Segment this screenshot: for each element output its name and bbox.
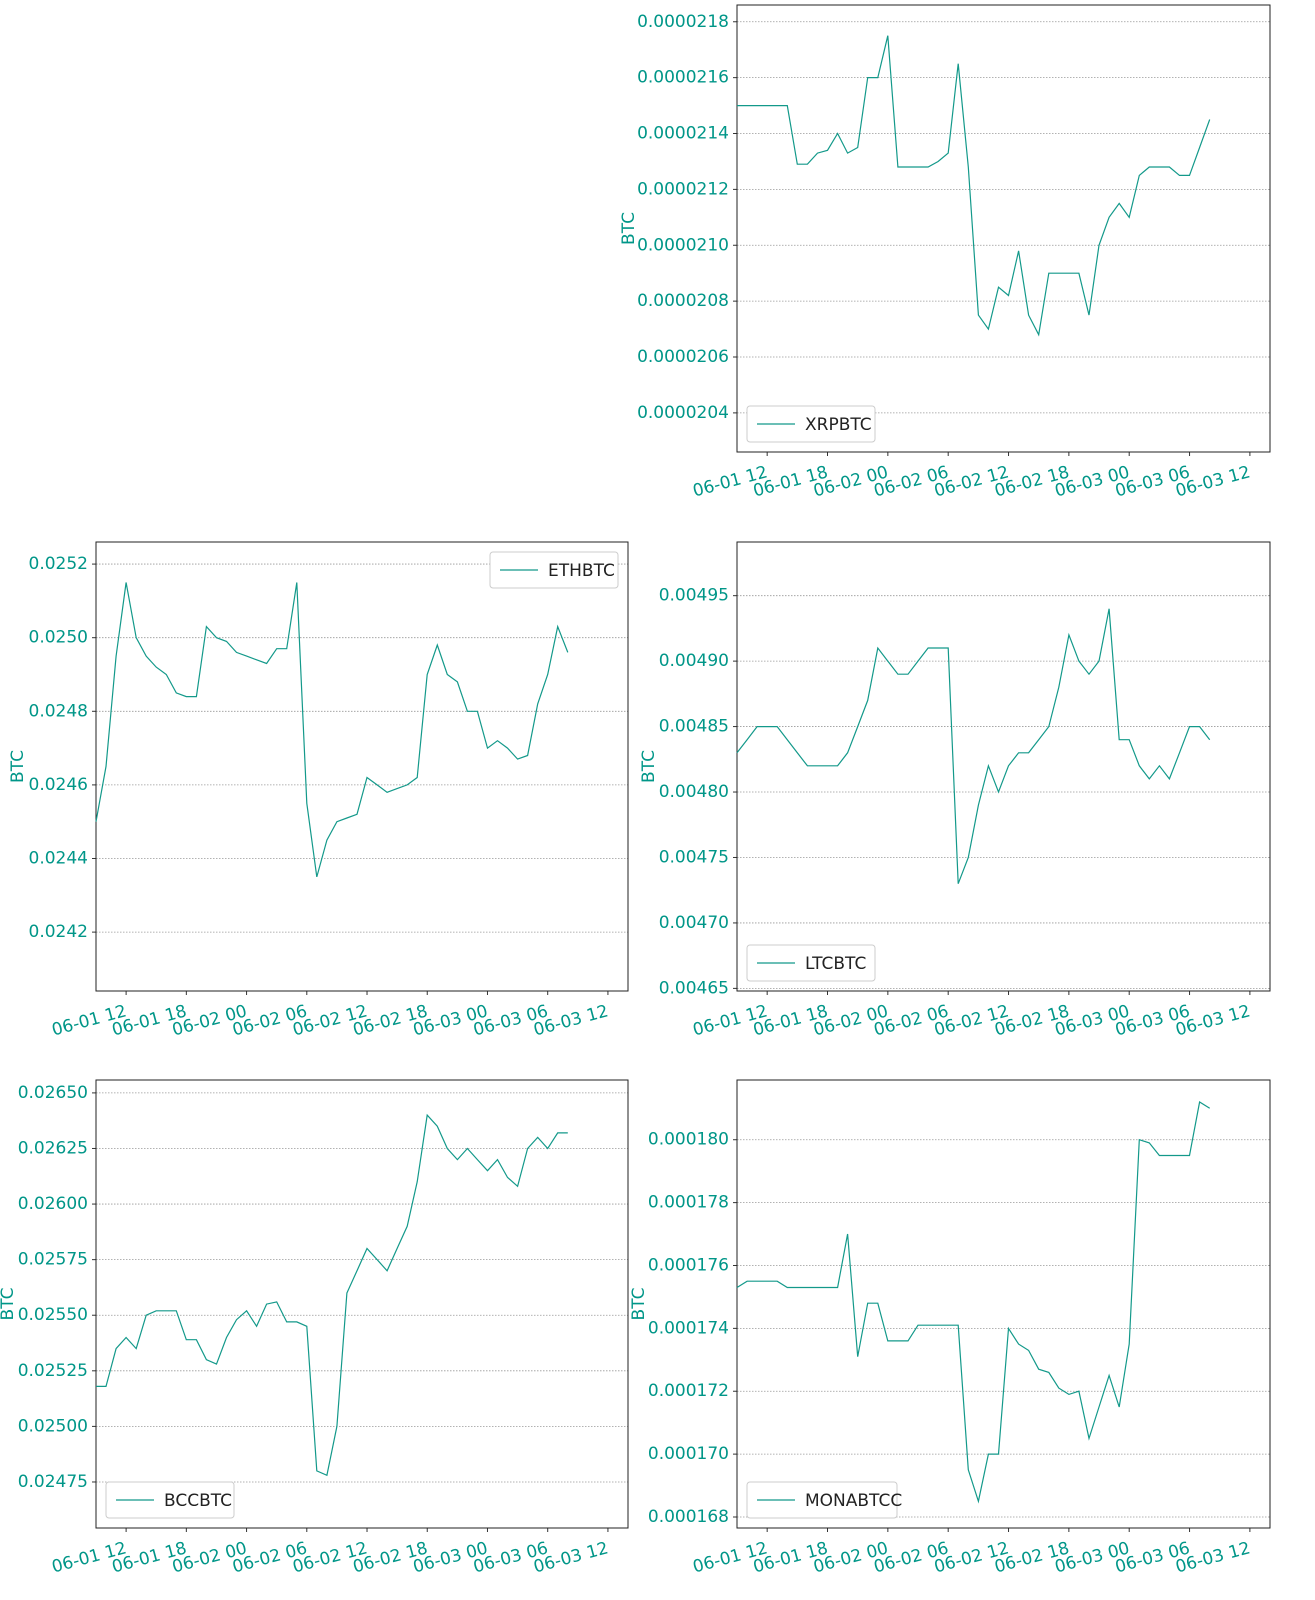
y-tick-label: 0.000176	[648, 1255, 729, 1275]
y-tick-label: 0.0000204	[637, 403, 729, 423]
y-tick-label: 0.00485	[659, 717, 729, 737]
subplot: 0.000168 0.000170 0.000172 0.000174 0.000176…	[629, 1079, 1271, 1577]
price-line	[736, 608, 1211, 884]
y-tick-label: 0.0244	[29, 849, 88, 869]
legend-text: BCCBTC	[164, 1491, 232, 1511]
y-tick-label: 0.00475	[659, 847, 729, 867]
y-tick-label: 0.000170	[648, 1444, 729, 1464]
legend-box	[746, 1481, 898, 1519]
y-axis-label: BTC	[8, 750, 28, 783]
legend-box	[746, 405, 876, 443]
y-tick-label: 0.02525	[18, 1361, 88, 1381]
legend-text: ETHBTC	[548, 561, 615, 581]
price-line	[736, 1101, 1211, 1504]
y-axis-label: BTC	[0, 1288, 18, 1321]
plot-frame	[736, 1079, 1271, 1529]
y-tick-label: 0.02475	[18, 1472, 88, 1492]
y-tick-label: 0.02550	[18, 1305, 88, 1325]
legend-box	[489, 551, 619, 589]
plot-frame	[736, 4, 1271, 453]
y-tick-label: 0.000172	[648, 1381, 729, 1401]
y-tick-label: 0.00490	[659, 651, 729, 671]
y-tick-label: 0.02625	[18, 1138, 88, 1158]
y-tick-label: 0.00470	[659, 913, 729, 933]
y-tick-label: 0.0252	[29, 554, 88, 574]
y-tick-label: 0.02500	[18, 1416, 88, 1436]
y-axis-label: BTC	[619, 212, 639, 245]
y-tick-label: 0.000174	[648, 1318, 729, 1338]
price-line	[95, 582, 569, 878]
y-tick-label: 0.00495	[659, 586, 729, 606]
plot-frame	[736, 541, 1271, 992]
plot-frame	[95, 1079, 629, 1529]
y-tick-label: 0.0000216	[637, 68, 729, 88]
y-tick-label: 0.0242	[29, 922, 88, 942]
y-tick-label: 0.0246	[29, 775, 88, 795]
y-tick-label: 0.02575	[18, 1250, 88, 1270]
legend-text: XRPBTC	[805, 415, 872, 435]
legend-box	[746, 944, 876, 982]
y-tick-label: 0.000178	[648, 1193, 729, 1213]
legend-text: LTCBTC	[805, 954, 866, 974]
y-tick-label: 0.00480	[659, 782, 729, 802]
y-tick-label: 0.0000208	[637, 291, 729, 311]
y-tick-label: 0.000168	[648, 1507, 729, 1527]
y-tick-label: 0.02600	[18, 1194, 88, 1214]
y-tick-label: 0.0000206	[637, 347, 729, 367]
y-tick-label: 0.0000214	[637, 124, 729, 144]
y-tick-label: 0.02650	[18, 1083, 88, 1103]
subplot: 0.02475 0.02500 0.02525 0.02550 0.02575 0.026…	[0, 1079, 629, 1577]
y-axis-label: BTC	[639, 750, 659, 783]
subplot: 0.0000204 0.0000206 0.0000208 0.0000210 0.00…	[619, 4, 1271, 501]
price-line	[96, 1113, 568, 1477]
y-tick-label: 0.0248	[29, 701, 88, 721]
y-tick-label: 0.00465	[659, 978, 729, 998]
y-tick-label: 0.0000218	[637, 12, 729, 32]
legend-text: MONABTCC	[805, 1491, 902, 1511]
y-axis-label: BTC	[629, 1288, 649, 1321]
plot-frame	[95, 541, 629, 992]
y-tick-label: 0.0250	[29, 628, 88, 648]
y-tick-label: 0.000180	[648, 1130, 729, 1150]
legend-box	[105, 1481, 235, 1519]
price-line	[737, 35, 1211, 337]
y-tick-label: 0.0000210	[637, 235, 729, 255]
y-tick-label: 0.0000212	[637, 179, 729, 199]
